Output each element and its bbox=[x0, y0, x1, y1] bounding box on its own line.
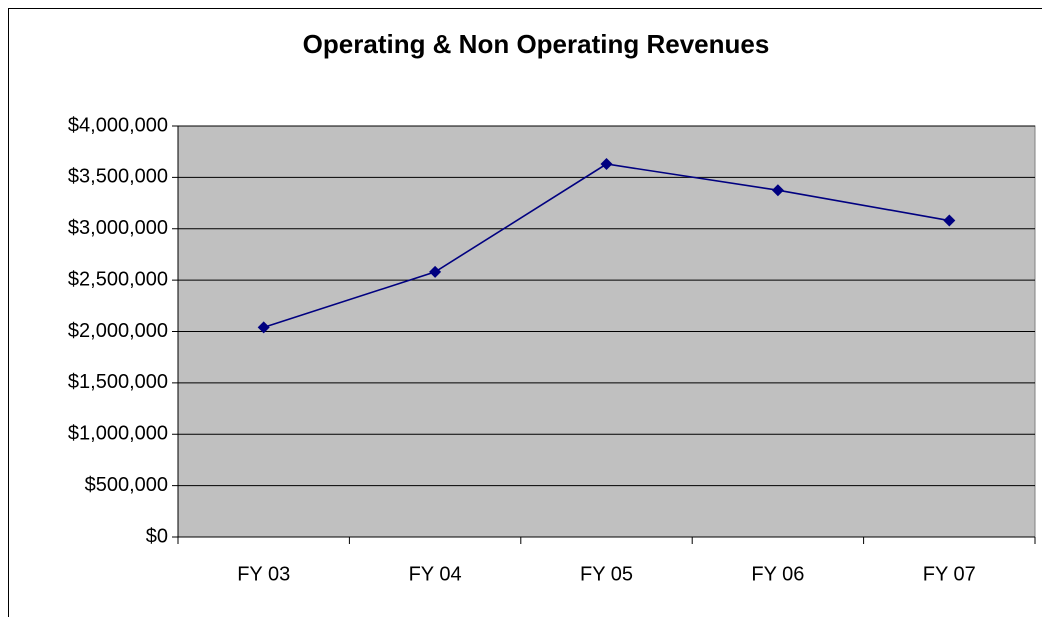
y-tick-label: $3,000,000 bbox=[68, 217, 168, 239]
y-tick-label: $4,000,000 bbox=[68, 114, 168, 136]
y-tick-label: $500,000 bbox=[85, 474, 168, 496]
x-tick-label: FY 05 bbox=[580, 563, 633, 585]
chart-title: Operating & Non Operating Revenues bbox=[303, 29, 770, 59]
y-tick-label: $2,500,000 bbox=[68, 268, 168, 290]
x-tick-label: FY 04 bbox=[409, 563, 462, 585]
marker bbox=[257, 321, 270, 334]
y-tick-label: $1,500,000 bbox=[68, 371, 168, 393]
x-tick-label: FY 03 bbox=[237, 563, 290, 585]
x-tick-label: FY 06 bbox=[751, 563, 804, 585]
y-tick-label: $0 bbox=[146, 525, 168, 547]
marker bbox=[429, 265, 442, 278]
y-tick-label: $2,000,000 bbox=[68, 320, 168, 342]
marker bbox=[600, 158, 613, 171]
y-tick-label: $3,500,000 bbox=[68, 166, 168, 188]
marker bbox=[771, 184, 784, 197]
y-tick-label: $1,000,000 bbox=[68, 423, 168, 445]
marker bbox=[943, 214, 956, 227]
x-tick-label: FY 07 bbox=[923, 563, 976, 585]
